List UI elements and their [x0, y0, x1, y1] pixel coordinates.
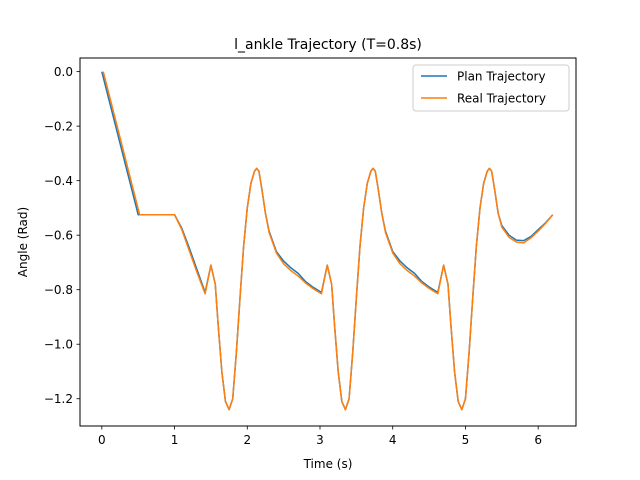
- x-tick-label: 3: [316, 433, 324, 447]
- y-tick-label: −0.6: [44, 228, 73, 242]
- x-axis-ticks: 0 1 2 3 4 5 6: [98, 426, 542, 447]
- y-axis-label: Angle (Rad): [16, 207, 30, 277]
- series-line-real: [102, 71, 554, 411]
- legend-label-real: Real Trajectory: [457, 92, 546, 106]
- y-tick-label: 0.0: [54, 65, 73, 79]
- x-axis-label: Time (s): [303, 457, 353, 471]
- y-tick-label: −1.0: [44, 338, 73, 352]
- plot-area: [80, 58, 576, 426]
- y-tick-label: −0.8: [44, 283, 73, 297]
- x-tick-label: 0: [98, 433, 106, 447]
- x-tick-label: 2: [243, 433, 251, 447]
- axes-frame: [79, 57, 577, 427]
- series-layer: [101, 71, 554, 411]
- x-tick-label: 4: [389, 433, 397, 447]
- x-tick-label: 6: [534, 433, 542, 447]
- legend-label-plan: Plan Trajectory: [457, 70, 546, 84]
- x-tick-label: 1: [171, 433, 179, 447]
- x-tick-label: 5: [462, 433, 470, 447]
- y-tick-label: −0.2: [44, 119, 73, 133]
- chart-title: l_ankle Trajectory (T=0.8s): [234, 37, 422, 53]
- y-tick-label: −1.2: [44, 392, 73, 406]
- legend: Plan Trajectory Real Trajectory: [412, 64, 570, 112]
- y-tick-label: −0.4: [44, 174, 73, 188]
- legend-box: [412, 64, 570, 112]
- y-axis-ticks: 0.0 −0.2 −0.4 −0.6 −0.8 −1.0 −1.2: [44, 65, 80, 406]
